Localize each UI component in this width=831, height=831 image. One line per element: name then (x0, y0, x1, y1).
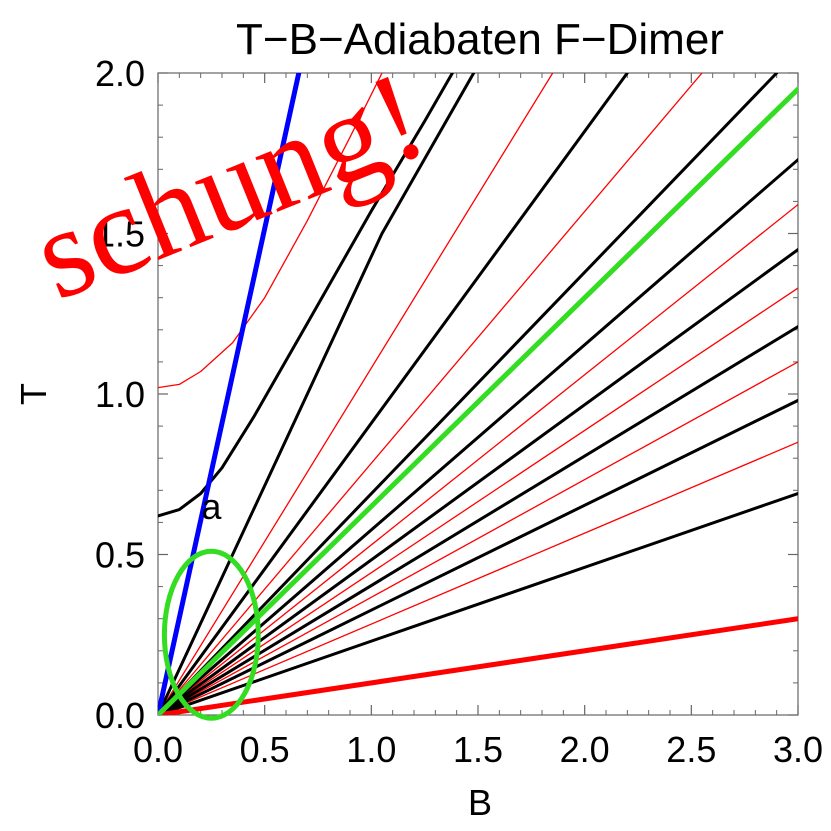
y-tick-label: 2.0 (95, 53, 145, 94)
watermark-stamp: schung! (14, 43, 443, 326)
series-line-2 (158, 86, 798, 715)
series-line-4 (158, 73, 476, 715)
y-tick-label: 1.5 (95, 214, 145, 255)
tick-labels: 0.0 0.5 1.0 1.5 2.0 2.5 3.0 0.0 0.5 1.0 1.5 2.0 (95, 53, 823, 770)
series-group (158, 73, 798, 715)
series-line-6 (158, 73, 779, 715)
x-tick-label: 2.0 (560, 729, 610, 770)
y-tick-label: 0.0 (95, 695, 145, 736)
series-line-11 (158, 492, 798, 715)
x-tick-label: 1.5 (453, 729, 503, 770)
series-line-9 (158, 325, 798, 715)
series-line-15 (158, 203, 798, 715)
series-line-7 (158, 158, 798, 715)
chart-title: T−B−Adiabaten F−Dimer (236, 15, 724, 64)
series-line-17 (158, 361, 798, 715)
axis-ticks (157, 72, 799, 716)
series-line-12 (158, 73, 383, 389)
series-line-8 (158, 248, 798, 715)
x-tick-label: 3.0 (773, 729, 823, 770)
y-axis-label: T (13, 383, 54, 405)
series-line-1 (158, 616, 798, 715)
series-line-16 (158, 287, 798, 715)
series-line-18 (158, 441, 798, 715)
y-tick-label: 1.0 (95, 374, 145, 415)
highlight-ellipse (161, 548, 261, 721)
series-line-3 (158, 73, 454, 518)
x-tick-label: 1.0 (346, 729, 396, 770)
series-line-10 (158, 398, 798, 715)
series-line-13 (158, 73, 554, 715)
series-line-5 (158, 73, 629, 715)
y-tick-label: 0.5 (95, 535, 145, 576)
series-line-0 (158, 73, 302, 715)
x-tick-label: 0.5 (240, 729, 290, 770)
x-axis-label: B (468, 782, 492, 823)
x-tick-label: 2.5 (666, 729, 716, 770)
series-line-14 (158, 73, 703, 715)
annotation-a: a (201, 486, 222, 527)
x-tick-label: 0.0 (133, 729, 183, 770)
